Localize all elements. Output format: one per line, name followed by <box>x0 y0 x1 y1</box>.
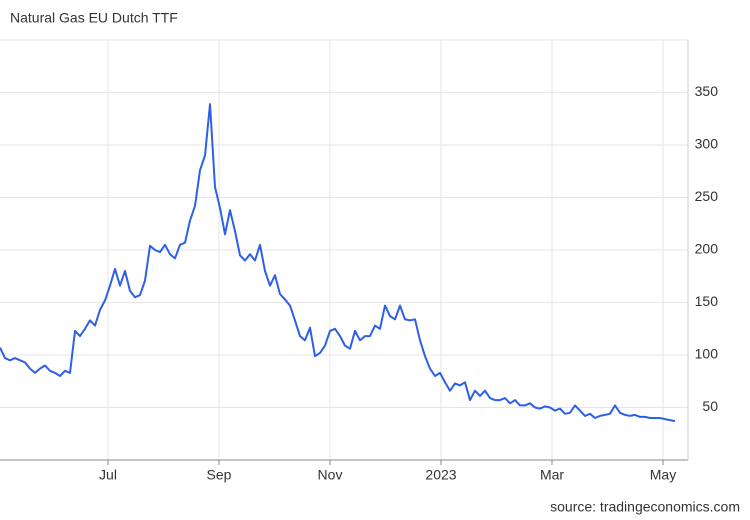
x-tick-label: Nov <box>318 467 343 483</box>
x-tick-label: 2023 <box>425 467 456 483</box>
source: source: tradingeconomics.com <box>550 499 740 515</box>
y-tick-label: 50 <box>702 398 718 414</box>
x-tick-label: Mar <box>540 467 564 483</box>
chart-title: Natural Gas EU Dutch TTF <box>10 10 178 26</box>
y-tick-label: 350 <box>695 83 719 99</box>
y-tick-label: 300 <box>695 136 719 152</box>
y-tick-label: 100 <box>695 346 719 362</box>
y-tick-label: 150 <box>695 293 719 309</box>
y-tick-label: 200 <box>695 241 719 257</box>
y-tick-label: 250 <box>695 188 719 204</box>
x-tick-label: Jul <box>99 467 117 483</box>
x-tick-label: May <box>650 467 676 483</box>
x-tick-label: Sep <box>207 467 232 483</box>
price-line <box>0 103 676 423</box>
